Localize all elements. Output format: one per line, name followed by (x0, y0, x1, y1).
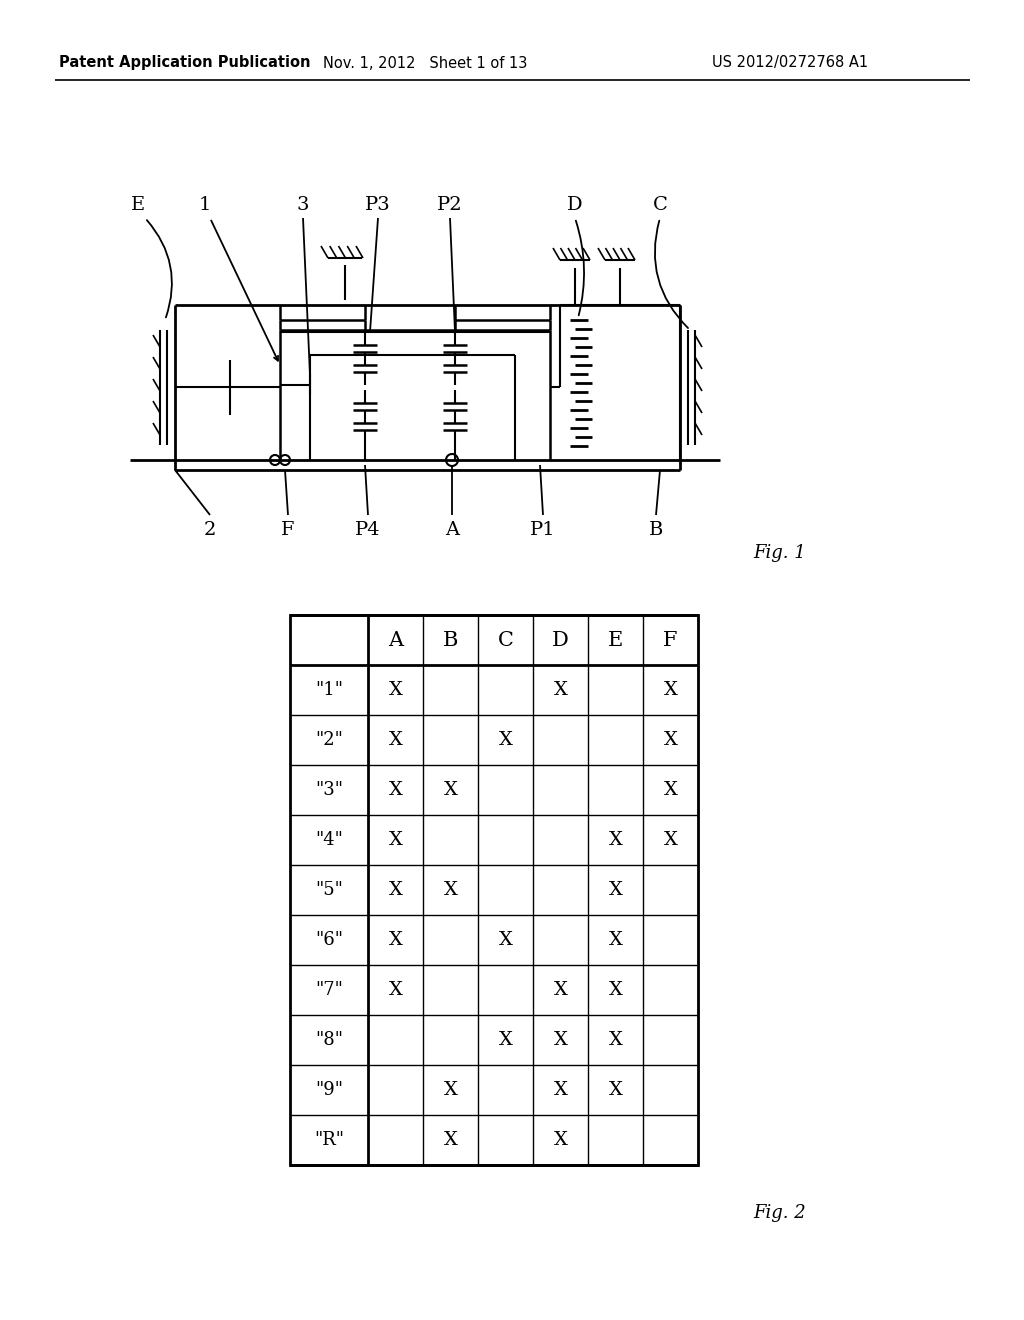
Text: 3: 3 (297, 195, 309, 214)
Text: X: X (499, 731, 512, 748)
Text: D: D (552, 631, 569, 649)
Text: X: X (388, 681, 402, 700)
Text: X: X (388, 880, 402, 899)
Text: P3: P3 (366, 195, 391, 214)
Text: X: X (499, 931, 512, 949)
Text: X: X (388, 931, 402, 949)
Text: X: X (443, 1081, 458, 1100)
Text: X: X (554, 681, 567, 700)
Text: US 2012/0272768 A1: US 2012/0272768 A1 (712, 55, 868, 70)
Text: B: B (442, 631, 458, 649)
Text: X: X (608, 1081, 623, 1100)
Text: X: X (388, 832, 402, 849)
Text: X: X (608, 981, 623, 999)
Text: E: E (131, 195, 145, 214)
Text: X: X (608, 931, 623, 949)
Text: Nov. 1, 2012   Sheet 1 of 13: Nov. 1, 2012 Sheet 1 of 13 (323, 55, 527, 70)
Text: F: F (664, 631, 678, 649)
Text: D: D (567, 195, 583, 214)
Text: X: X (608, 880, 623, 899)
Text: X: X (443, 880, 458, 899)
Text: A: A (445, 521, 459, 539)
Text: X: X (554, 981, 567, 999)
Text: X: X (554, 1031, 567, 1049)
Text: X: X (664, 731, 678, 748)
Text: Fig. 2: Fig. 2 (754, 1204, 806, 1222)
Text: "8": "8" (315, 1031, 343, 1049)
Text: X: X (388, 781, 402, 799)
Text: P4: P4 (355, 521, 381, 539)
Text: X: X (554, 1081, 567, 1100)
Text: C: C (498, 631, 513, 649)
Text: X: X (608, 1031, 623, 1049)
Text: "5": "5" (315, 880, 343, 899)
Text: "6": "6" (315, 931, 343, 949)
Text: X: X (554, 1131, 567, 1148)
Text: X: X (664, 781, 678, 799)
Text: 2: 2 (204, 521, 216, 539)
Text: Fig. 1: Fig. 1 (754, 544, 806, 562)
Text: X: X (664, 832, 678, 849)
Text: "3": "3" (315, 781, 343, 799)
Text: E: E (608, 631, 624, 649)
Text: X: X (388, 731, 402, 748)
Text: "R": "R" (314, 1131, 344, 1148)
Text: A: A (388, 631, 403, 649)
Text: X: X (388, 981, 402, 999)
Text: B: B (649, 521, 664, 539)
Text: X: X (608, 832, 623, 849)
Text: "7": "7" (315, 981, 343, 999)
Bar (290, 615, 698, 1166)
Text: X: X (443, 781, 458, 799)
Text: F: F (282, 521, 295, 539)
Text: Patent Application Publication: Patent Application Publication (59, 55, 310, 70)
Text: "9": "9" (315, 1081, 343, 1100)
Text: X: X (664, 681, 678, 700)
Text: "2": "2" (315, 731, 343, 748)
Text: "1": "1" (315, 681, 343, 700)
Text: "4": "4" (315, 832, 343, 849)
Text: X: X (499, 1031, 512, 1049)
Text: C: C (652, 195, 668, 214)
Text: 1: 1 (199, 195, 211, 214)
Text: P1: P1 (530, 521, 556, 539)
Text: P2: P2 (437, 195, 463, 214)
Text: X: X (443, 1131, 458, 1148)
